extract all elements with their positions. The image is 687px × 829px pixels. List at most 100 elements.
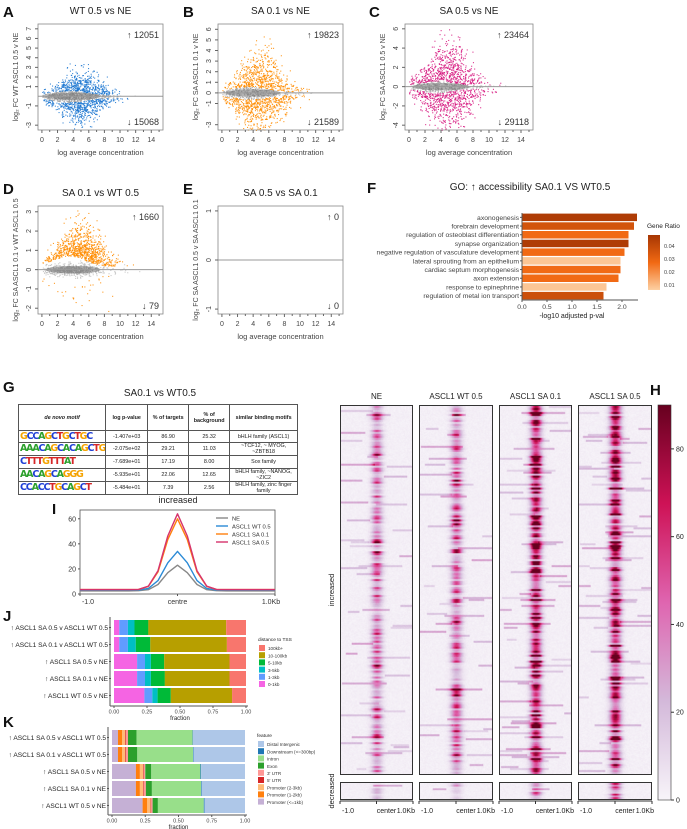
x-tick-label: 2 xyxy=(56,137,60,144)
ma-point xyxy=(243,74,245,76)
ma-point xyxy=(441,70,443,72)
ma-point xyxy=(259,96,261,98)
ma-point xyxy=(76,79,78,81)
ma-point xyxy=(66,100,68,102)
ma-point xyxy=(241,65,243,67)
ma-point xyxy=(273,105,275,107)
ma-point xyxy=(293,84,295,86)
x-tick-label: 2 xyxy=(236,137,240,144)
ma-point xyxy=(456,77,458,79)
ma-point xyxy=(419,92,421,94)
ma-point xyxy=(456,71,458,73)
ma-point xyxy=(237,101,239,103)
ma-point xyxy=(95,98,97,100)
ma-point xyxy=(70,82,72,84)
ma-point xyxy=(294,89,296,91)
ma-point xyxy=(259,76,261,78)
ma-point xyxy=(77,104,79,106)
ma-point xyxy=(454,89,456,91)
ma-point xyxy=(468,108,470,110)
y-tick-label: 2 xyxy=(26,75,33,79)
ma-point xyxy=(418,92,420,94)
ma-point xyxy=(260,81,262,83)
ma-point xyxy=(100,97,102,99)
ma-point xyxy=(289,98,291,100)
y-tick-label: 6 xyxy=(393,27,400,31)
ma-point xyxy=(468,71,470,73)
ma-point xyxy=(428,96,430,98)
ma-point xyxy=(248,82,250,84)
ma-point xyxy=(251,105,253,107)
ma-point xyxy=(293,91,295,93)
ma-point xyxy=(455,59,457,61)
ma-point xyxy=(267,61,269,63)
ma-point xyxy=(241,108,243,110)
ma-point xyxy=(294,95,296,97)
ma-point xyxy=(418,82,420,84)
ma-point xyxy=(61,81,63,83)
ma-point xyxy=(447,97,449,99)
ma-point xyxy=(461,106,463,108)
ma-point xyxy=(443,77,445,79)
ma-point xyxy=(273,87,275,89)
ma-point xyxy=(91,254,93,256)
ma-point xyxy=(437,98,439,100)
ma-point xyxy=(285,108,287,110)
ma-point xyxy=(276,104,278,106)
ma-point xyxy=(103,97,105,99)
ma-point xyxy=(272,111,274,113)
ma-point xyxy=(85,232,87,234)
ma-point xyxy=(263,82,265,84)
ma-point xyxy=(58,108,60,110)
ma-point xyxy=(239,107,241,109)
ma-point xyxy=(460,62,462,64)
ma-point xyxy=(269,117,271,119)
ma-point xyxy=(449,91,451,93)
ma-point xyxy=(76,88,78,90)
ma-point xyxy=(263,86,265,88)
ma-point xyxy=(73,86,75,88)
ma-point xyxy=(245,100,247,102)
ma-point xyxy=(453,58,455,60)
ma-point xyxy=(101,106,103,108)
ma-point xyxy=(268,108,270,110)
ma-point xyxy=(416,98,418,100)
ma-point xyxy=(261,109,263,111)
ma-point xyxy=(240,63,242,65)
ma-point xyxy=(86,117,88,119)
ma-point xyxy=(251,119,253,121)
ma-point xyxy=(267,74,269,76)
ma-point xyxy=(425,124,427,126)
ma-point xyxy=(431,73,433,75)
panel-letter-b: B xyxy=(183,4,194,21)
ma-point xyxy=(426,78,428,80)
ma-point xyxy=(85,92,87,94)
ma-point xyxy=(453,40,455,42)
ma-point xyxy=(473,96,475,98)
ma-point xyxy=(440,108,442,110)
ma-point xyxy=(452,62,454,64)
ma-point xyxy=(253,105,255,107)
ma-point xyxy=(458,102,460,104)
ma-point xyxy=(229,99,231,101)
ma-point xyxy=(268,100,270,102)
ma-point xyxy=(71,108,73,110)
ma-point xyxy=(458,95,460,97)
ma-point xyxy=(96,113,98,115)
ma-point xyxy=(253,64,255,66)
ma-point xyxy=(437,94,439,96)
ma-point xyxy=(414,90,416,92)
ma-point xyxy=(111,100,113,102)
ma-point xyxy=(80,81,82,83)
ma-point xyxy=(436,94,438,96)
ma-point xyxy=(49,98,51,100)
ma-point xyxy=(477,89,479,91)
ma-point xyxy=(429,79,431,81)
ma-point xyxy=(260,114,262,116)
ma-point xyxy=(70,108,72,110)
ma-point xyxy=(427,68,429,70)
ma-point xyxy=(448,102,450,104)
ma-point xyxy=(47,99,49,101)
ma-point xyxy=(469,103,471,105)
ma-point xyxy=(248,83,250,85)
